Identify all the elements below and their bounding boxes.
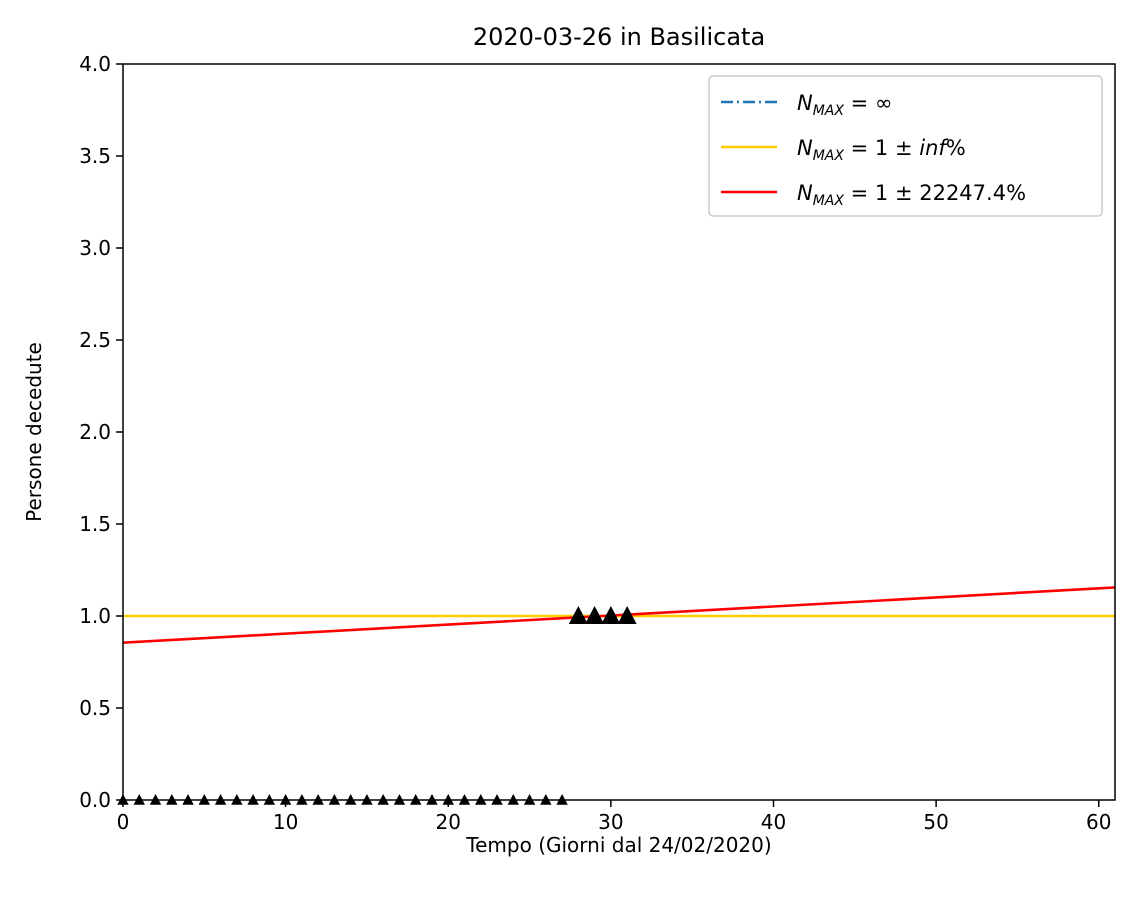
series-line-2 <box>123 586 1115 644</box>
legend: NMAX = ∞ NMAX = 1 ± inf% NMAX = 1 ± 22247.… <box>708 75 1103 217</box>
legend-entry-2: NMAX = 1 ± 22247.4% <box>797 181 1026 209</box>
data-point-4-1 <box>585 606 605 624</box>
x-axis: 0 10 20 30 40 50 60 <box>117 800 1111 834</box>
y-tick-label-1: 0.5 <box>79 696 111 720</box>
data-point-4-0 <box>568 606 588 624</box>
y-tick-label-4: 2.0 <box>79 420 111 444</box>
y-tick-label-2: 1.0 <box>79 604 111 628</box>
x-tick-label-0: 0 <box>117 810 130 834</box>
x-tick-label-4: 40 <box>761 810 786 834</box>
chart-title: 2020-03-26 in Basilicata <box>473 23 765 51</box>
y-tick-label-8: 4.0 <box>79 52 111 76</box>
legend-entry-0: NMAX = ∞ <box>797 91 892 119</box>
y-tick-label-5: 2.5 <box>79 328 111 352</box>
data-point-4-2 <box>601 606 621 624</box>
series-layer <box>123 586 1115 644</box>
x-tick-label-1: 10 <box>273 810 298 834</box>
y-axis-label: Persone decedute <box>22 342 46 522</box>
legend-entry-1: NMAX = 1 ± inf% <box>797 136 966 164</box>
y-tick-label-6: 3.0 <box>79 236 111 260</box>
marker-layer <box>117 606 637 805</box>
x-tick-label-2: 20 <box>436 810 461 834</box>
y-axis: 0.0 0.5 1.0 1.5 2.0 2.5 3.0 3.5 4.0 <box>79 52 123 812</box>
legend-box <box>708 75 1103 217</box>
x-tick-label-5: 50 <box>923 810 948 834</box>
y-tick-label-7: 3.5 <box>79 144 111 168</box>
x-tick-label-6: 60 <box>1086 810 1111 834</box>
data-point-4-3 <box>617 606 637 624</box>
x-tick-label-3: 30 <box>598 810 623 834</box>
y-tick-label-0: 0.0 <box>79 788 111 812</box>
x-axis-label: Tempo (Giorni dal 24/02/2020) <box>465 833 771 857</box>
y-tick-label-3: 1.5 <box>79 512 111 536</box>
